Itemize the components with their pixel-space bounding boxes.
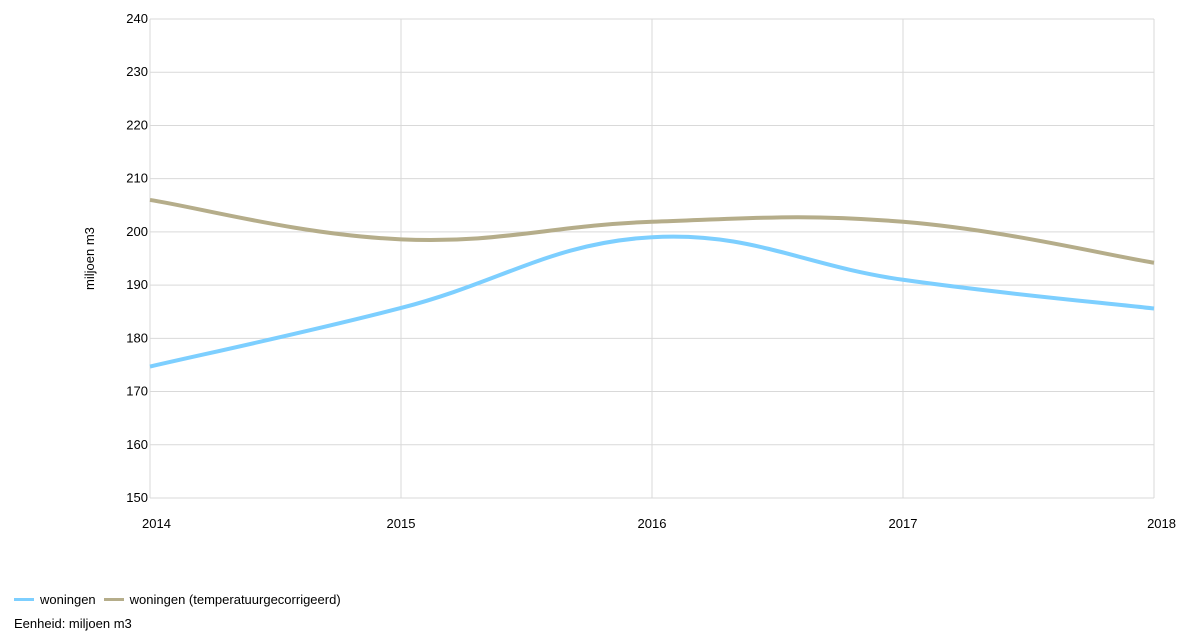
x-tick-label: 2014	[142, 516, 171, 531]
y-tick-label: 240	[126, 11, 148, 26]
legend-label-woningen-temperatuurgecorrigeerd: woningen (temperatuurgecorrigeerd)	[129, 592, 341, 607]
x-tick-label: 2016	[638, 516, 667, 531]
y-tick-label: 160	[126, 437, 148, 452]
y-tick-label: 180	[126, 330, 148, 345]
y-tick-label: 200	[126, 224, 148, 239]
y-tick-label: 220	[126, 117, 148, 132]
y-tick-label: 230	[126, 64, 148, 79]
x-tick-label: 2018	[1147, 516, 1176, 531]
x-tick-label: 2015	[387, 516, 416, 531]
y-tick-label: 190	[126, 277, 148, 292]
unit-note: Eenheid: miljoen m3	[14, 616, 132, 631]
y-tick-label: 210	[126, 171, 148, 186]
x-tick-labels: 2014 2015 2016 2017 2018	[142, 516, 1176, 531]
y-axis-title: miljoen m3	[82, 227, 97, 290]
y-tick-label: 170	[126, 384, 148, 399]
y-tick-label: 150	[126, 490, 148, 505]
series-line-woningen-temperatuurgecorrigeerd[interactable]	[149, 197, 1155, 265]
legend: woningen woningen (temperatuurgecorrigee…	[14, 592, 349, 607]
x-tick-label: 2017	[889, 516, 918, 531]
legend-item-woningen[interactable]: woningen	[14, 592, 96, 607]
legend-item-woningen-temperatuurgecorrigeerd[interactable]: woningen (temperatuurgecorrigeerd)	[103, 592, 341, 607]
y-tick-labels: 150 160 170 180 190 200 210 220 230 240	[126, 11, 148, 505]
legend-swatch-woningen	[14, 598, 34, 601]
gridlines	[149, 18, 1155, 499]
series-lines	[149, 197, 1155, 369]
series-line-woningen[interactable]	[149, 234, 1155, 369]
legend-swatch-woningen-temperatuurgecorrigeerd	[103, 598, 124, 601]
legend-label-woningen: woningen	[40, 592, 96, 607]
